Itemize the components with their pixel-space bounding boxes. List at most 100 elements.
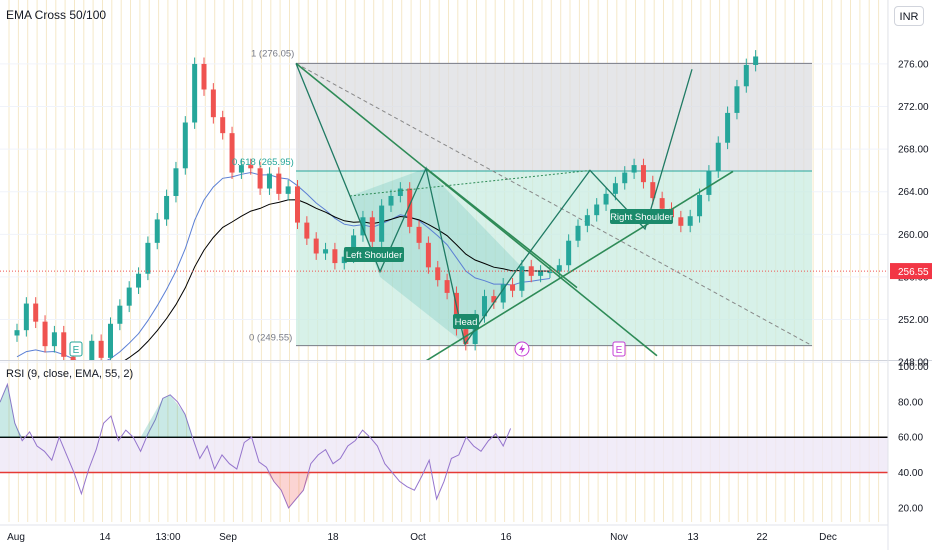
candle-body: [182, 122, 188, 169]
indicator-title: EMA Cross 50/100: [6, 8, 107, 22]
candle-body: [407, 188, 413, 227]
candle-body: [453, 292, 459, 330]
candles: [14, 50, 759, 360]
candle-body: [706, 171, 712, 195]
price-tick-label: 268.00: [898, 145, 929, 156]
time-tick-label: Aug: [7, 532, 25, 543]
currency-button[interactable]: INR: [894, 6, 924, 26]
candle-body: [173, 168, 179, 196]
candle-body: [70, 356, 76, 360]
label-right-shoulder-bg: [610, 209, 673, 224]
candle-body: [248, 165, 254, 169]
candle-body: [743, 64, 749, 87]
candle-body: [650, 182, 656, 199]
candle-body: [154, 219, 160, 243]
candle-body: [500, 284, 506, 303]
candle-body: [313, 238, 319, 254]
candle-body: [136, 273, 142, 288]
label-left-shoulder: Left Shoulder: [344, 247, 404, 262]
pattern-neckline: [425, 170, 734, 360]
earnings-marker-2-box: [612, 341, 626, 357]
candle-body: [519, 266, 525, 291]
time-tick-label: 13:00: [155, 532, 180, 543]
fib-trend-line: [295, 62, 813, 347]
time-axis: Aug 14 13:00 Sep 18 Oct 16 Nov 13 22 Dec: [0, 524, 888, 543]
price-tick-label: 264.00: [898, 187, 929, 198]
time-tick-label: Sep: [219, 532, 237, 543]
candle-body: [117, 305, 123, 324]
candle-body: [584, 215, 590, 226]
time-tick-label: 22: [756, 532, 768, 543]
label-head-text: Head: [455, 317, 478, 328]
rsi-tick-label: 80.00: [898, 397, 923, 408]
label-head-bg: [453, 314, 479, 329]
candle-body: [33, 303, 39, 322]
candle-body: [612, 183, 618, 194]
time-tick-label: 16: [500, 532, 512, 543]
candle-body: [14, 330, 20, 336]
candle-body: [42, 321, 48, 347]
candle-body: [725, 112, 731, 143]
candle-body: [238, 165, 244, 173]
candle-body: [285, 186, 291, 194]
price-tick-label: 252.00: [898, 315, 929, 326]
pattern-dotted-top: [349, 169, 591, 197]
candle-body: [678, 217, 684, 226]
rsi-line: [0, 382, 512, 509]
ema-fast-line: [16, 171, 550, 360]
time-tick-label: Oct: [410, 532, 426, 543]
candle-body: [594, 204, 600, 216]
candle-body: [98, 340, 104, 358]
fib-upper-zone: [296, 63, 812, 171]
earnings-marker-2: E: [612, 341, 626, 357]
label-left-shoulder-text: Left Shoulder: [346, 250, 403, 261]
candle-body: [659, 198, 665, 209]
candle-body: [126, 287, 132, 306]
price-tick-label: 248.00: [898, 358, 929, 369]
fib-label-0618: 0.618 (265.95): [232, 157, 294, 168]
candle-body: [201, 63, 207, 90]
candle-body: [295, 186, 300, 223]
candle-body: [566, 240, 572, 266]
rsi-title: RSI (9, close, EMA, 55, 2): [6, 368, 134, 380]
candle-body: [276, 173, 282, 194]
rsi-overbought-fill-2: [140, 394, 193, 438]
candle-body: [257, 168, 263, 189]
candle-body: [323, 249, 329, 254]
candle-body: [229, 133, 235, 173]
candle-body: [753, 56, 759, 65]
candle-body: [379, 205, 385, 242]
candle-body: [210, 89, 216, 118]
rsi-tick-label: 60.00: [898, 433, 923, 444]
candle-body: [304, 222, 310, 239]
candle-body: [164, 195, 170, 220]
time-tick-label: 18: [327, 532, 339, 543]
last-price-badge: 256.55: [890, 263, 932, 280]
fib-label-0: 0 (249.55): [249, 333, 292, 344]
candle-body: [108, 323, 113, 358]
price-axis: 248.00252.00256.00260.00264.00268.00272.…: [887, 0, 932, 550]
candle-body: [23, 303, 29, 331]
candle-body: [425, 242, 431, 268]
candle-body: [510, 284, 516, 291]
earnings-marker-1-text: E: [73, 345, 80, 356]
time-tick-label: 13: [687, 532, 699, 543]
pattern-shade: [350, 168, 520, 345]
candle-body: [482, 296, 487, 317]
candle-body: [538, 271, 544, 276]
ema-slow-line: [124, 199, 550, 360]
candle-body: [575, 225, 581, 241]
candle-body: [397, 188, 403, 196]
candle-body: [220, 117, 226, 134]
candle-body: [61, 332, 67, 357]
candle-body: [697, 194, 703, 217]
candle-body: [332, 249, 338, 264]
label-right-shoulder-text: Right Shoulder: [610, 212, 673, 223]
candle-body: [351, 235, 357, 257]
candle-body: [51, 332, 57, 347]
candle-body: [388, 195, 394, 206]
rsi-overbought-fill-1: [0, 384, 23, 438]
candle-body: [435, 267, 441, 281]
candle-body: [631, 165, 637, 173]
